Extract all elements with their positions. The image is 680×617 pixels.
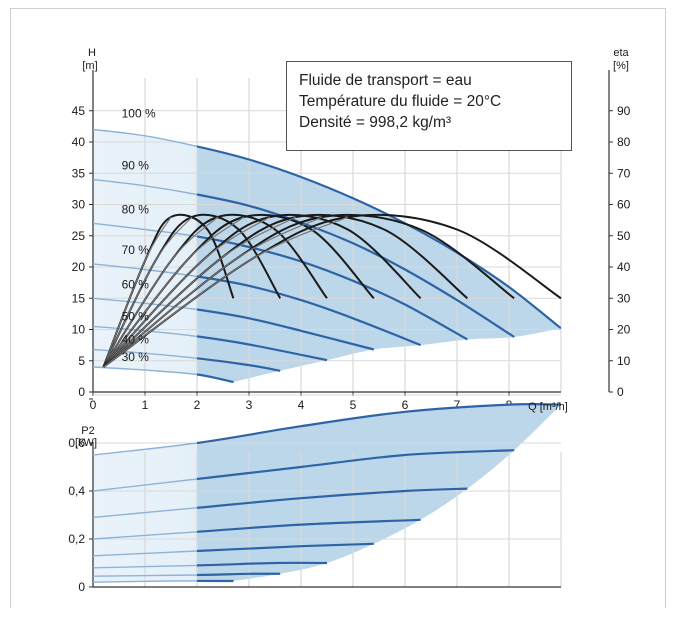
y-tick-label: 40: [72, 135, 86, 149]
head-curve-light: [93, 263, 197, 278]
speed-label: 100 %: [122, 107, 156, 121]
x-tick-label: 5: [350, 398, 357, 412]
power-curve-light: [93, 531, 197, 540]
head-curve-light: [93, 348, 197, 360]
bottom-left-axis-title-line1: P2: [81, 425, 94, 437]
y2-tick-label: 10: [617, 354, 631, 368]
power-tick-label: 0,4: [68, 484, 85, 498]
y-tick-label: 25: [72, 229, 86, 243]
y2-tick-label: 20: [617, 323, 631, 337]
speed-label: 70 %: [122, 243, 150, 257]
efficiency-curve-rising: [102, 216, 172, 368]
speed-label: 40 %: [122, 333, 150, 347]
head-curve: [197, 357, 281, 372]
y-tick-label: 20: [72, 260, 86, 274]
power-tick-label: 0: [78, 580, 85, 594]
y-tick-label: 15: [72, 291, 86, 305]
y-tick-label: 0: [78, 385, 85, 399]
head-curve-light: [93, 222, 197, 238]
power-curve-light: [93, 478, 197, 492]
power-curve-light: [93, 550, 197, 557]
x-tick-label: 7: [454, 398, 461, 412]
power-curve-light: [93, 574, 197, 577]
fluid-info-line: Fluide de transport = eau: [299, 72, 472, 89]
y2-tick-label: 30: [617, 291, 631, 305]
efficiency-curve-rising: [102, 216, 245, 368]
power-curve: [197, 542, 374, 553]
y2-tick-label: 70: [617, 166, 631, 180]
power-curve: [197, 561, 328, 567]
x-tick-label: 0: [90, 398, 97, 412]
efficiency-curve-rising: [102, 216, 219, 368]
power-curve: [197, 449, 515, 481]
power-curve-light: [93, 564, 197, 569]
fluid-info-line: Densité = 998,2 kg/m³: [299, 114, 452, 131]
y2-tick-label: 50: [617, 229, 631, 243]
head-curve-light: [93, 366, 197, 376]
power-curve: [197, 579, 234, 583]
y-tick-label: 5: [78, 354, 85, 368]
chart-frame: [10, 8, 666, 608]
head-curve: [197, 335, 328, 362]
x-tick-label: 4: [298, 398, 305, 412]
speed-label: 60 %: [122, 277, 150, 291]
power-tick-label: 0,6: [68, 436, 85, 450]
efficiency-curve-rising: [102, 216, 193, 368]
top-right-axis-title-line1: eta: [613, 47, 629, 59]
fluid-info-line: Température du fluide = 20°C: [299, 93, 502, 110]
efficiency-curve-rising: [103, 216, 323, 368]
power-tick-label: 0,2: [68, 532, 85, 546]
x-tick-label: 1: [142, 398, 149, 412]
y2-tick-label: 0: [617, 385, 624, 399]
x-tick-label: 2: [194, 398, 201, 412]
power-curve: [197, 402, 561, 445]
bottom-left-axis-title-line2: [kW]: [75, 437, 97, 449]
power-curve-light: [93, 580, 197, 583]
y-tick-label: 35: [72, 166, 86, 180]
power-curve-light: [93, 442, 197, 456]
head-curve: [197, 145, 561, 330]
y-tick-label: 30: [72, 198, 86, 212]
x-tick-label: 6: [402, 398, 409, 412]
top-right-axis-title-line2: [%]: [613, 60, 629, 72]
power-curve: [197, 518, 421, 533]
speed-label: 50 %: [122, 309, 150, 323]
y2-tick-label: 80: [617, 135, 631, 149]
power-curve: [197, 572, 281, 577]
y2-tick-label: 40: [617, 260, 631, 274]
top-left-axis-title-line2: [m]: [82, 60, 97, 72]
fluid-info-box: Fluide de transport = eau Température du…: [286, 61, 572, 151]
speed-label: 30 %: [122, 350, 150, 364]
power-curve-light: [93, 507, 197, 519]
head-curve-light: [93, 297, 197, 311]
head-curve: [197, 275, 422, 347]
y-tick-label: 45: [72, 104, 86, 118]
head-curve: [197, 308, 375, 351]
y2-tick-label: 90: [617, 104, 631, 118]
head-curve-light: [93, 178, 197, 196]
efficiency-curve-rising: [102, 216, 271, 368]
efficiency-curve-rising: [102, 216, 297, 368]
top-left-axis-title-line1: H: [88, 47, 96, 59]
speed-label: 90 %: [122, 159, 150, 173]
speed-label: 80 %: [122, 202, 150, 216]
x-tick-label: 3: [246, 398, 253, 412]
y-tick-label: 10: [72, 323, 86, 337]
efficiency-curve-rising: [103, 216, 349, 368]
head-curve-light: [93, 325, 197, 338]
head-curve: [197, 235, 468, 341]
y2-tick-label: 60: [617, 198, 631, 212]
x-axis-title: Q [m³/h]: [528, 401, 568, 413]
head-curve: [197, 373, 234, 384]
operating-area: [197, 146, 561, 382]
head-curve-light: [93, 128, 197, 148]
power-curve: [197, 487, 468, 509]
